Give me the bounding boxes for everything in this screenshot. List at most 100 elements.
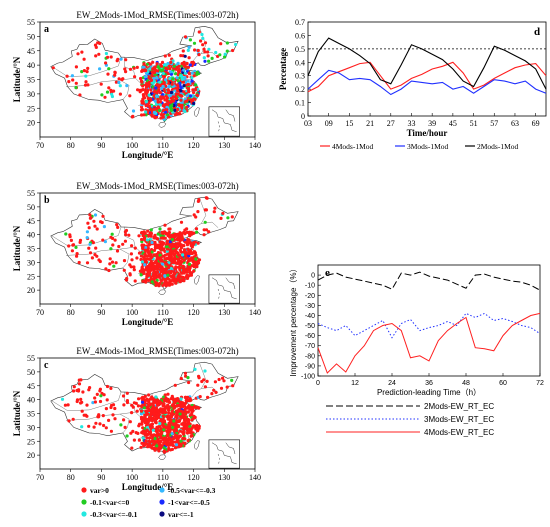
y-tick-label: 40 — [27, 61, 35, 70]
station-dot — [175, 65, 179, 69]
station-dot — [139, 254, 143, 258]
station-dot — [164, 110, 168, 114]
station-dot — [147, 250, 151, 254]
station-dot — [170, 238, 174, 242]
y-tick-label: 0.4 — [295, 58, 305, 67]
station-dot — [104, 51, 108, 56]
station-dot — [179, 232, 183, 236]
station-dot — [142, 65, 146, 70]
station-dot — [101, 238, 105, 242]
station-dot — [221, 211, 225, 215]
y-tick-label: 25 — [27, 437, 35, 446]
station-dot — [85, 261, 90, 265]
station-dot — [144, 246, 148, 250]
station-dot — [137, 397, 141, 401]
station-dot — [179, 54, 183, 58]
station-dot — [90, 256, 94, 260]
station-dot — [141, 247, 145, 251]
station-dot — [181, 49, 185, 53]
map-legend: var>0 -0.5<var<=-0.3 -0.1<var<=0 -1<var<=-0… — [81, 486, 216, 519]
station-dot — [109, 429, 113, 433]
station-dot — [143, 75, 147, 79]
station-dot — [158, 281, 162, 285]
station-dot — [226, 216, 230, 220]
station-dot — [156, 105, 160, 109]
station-dot — [167, 266, 171, 270]
station-dot — [180, 234, 184, 238]
station-dot — [191, 409, 195, 413]
station-dot — [159, 407, 163, 411]
station-dot — [231, 384, 235, 388]
station-dot — [171, 235, 175, 239]
y-tick-label: 0 — [301, 112, 305, 121]
station-dot — [76, 389, 81, 393]
station-dot — [179, 262, 183, 266]
x-tick-label: 72 — [536, 380, 544, 387]
station-dot — [180, 101, 184, 105]
station-dot — [190, 79, 194, 83]
station-dot — [149, 228, 153, 232]
station-dot — [80, 50, 84, 54]
inset-coastline — [225, 109, 236, 122]
station-dot — [159, 401, 163, 405]
station-dot — [150, 425, 154, 429]
station-dot — [177, 256, 181, 260]
station-dot — [176, 89, 180, 93]
station-dot — [93, 396, 97, 400]
station-dot — [132, 401, 136, 405]
station-dot — [152, 253, 156, 257]
station-dot — [70, 249, 74, 253]
station-dot — [176, 107, 180, 112]
station-dot — [150, 248, 154, 252]
station-dot — [152, 269, 156, 273]
station-dot — [161, 71, 165, 76]
station-dot — [147, 80, 151, 85]
station-dot — [173, 277, 177, 281]
station-dot — [151, 60, 155, 64]
station-dot — [92, 219, 96, 223]
station-dot — [167, 234, 172, 239]
station-dot — [128, 263, 132, 267]
station-dot — [182, 250, 186, 254]
station-dot — [155, 62, 159, 66]
station-dot — [147, 93, 151, 97]
station-dot — [109, 247, 113, 251]
station-dot — [142, 406, 146, 410]
y-tick-label: -60 — [305, 333, 315, 340]
station-dot — [174, 244, 178, 248]
station-dot — [187, 45, 191, 50]
legend-label: 2Mods-1Mod — [477, 142, 519, 151]
station-dot — [150, 255, 154, 259]
station-dot — [82, 57, 86, 61]
station-dot — [171, 278, 175, 282]
x-tick-label: 39 — [428, 119, 436, 128]
legend-dot — [159, 487, 165, 493]
station-dot — [155, 76, 159, 80]
station-dot — [186, 247, 190, 251]
y-tick-label: -20 — [305, 293, 315, 300]
station-dot — [142, 269, 146, 273]
station-dot — [113, 406, 117, 411]
y-axis-label: Percentage — [278, 48, 288, 90]
y-tick-label: 0.3 — [295, 72, 305, 81]
station-dot — [166, 88, 170, 92]
station-dot — [109, 88, 113, 92]
station-dot — [182, 68, 186, 72]
x-tick-label: 70 — [36, 473, 44, 482]
station-dot — [147, 265, 151, 270]
station-dot — [168, 424, 172, 428]
station-dot — [156, 69, 160, 73]
station-dot — [216, 54, 220, 59]
station-dot — [182, 404, 187, 408]
station-dot — [144, 110, 148, 114]
station-dot — [151, 428, 155, 432]
station-dot — [98, 41, 102, 46]
station-dot — [177, 265, 181, 269]
station-dot — [184, 425, 189, 429]
x-tick-label: 130 — [218, 141, 230, 150]
x-tick-label: 100 — [126, 308, 138, 317]
station-dot — [186, 65, 190, 69]
x-tick-label: 60 — [499, 380, 507, 387]
station-dot — [172, 64, 177, 68]
station-dot — [169, 254, 173, 258]
